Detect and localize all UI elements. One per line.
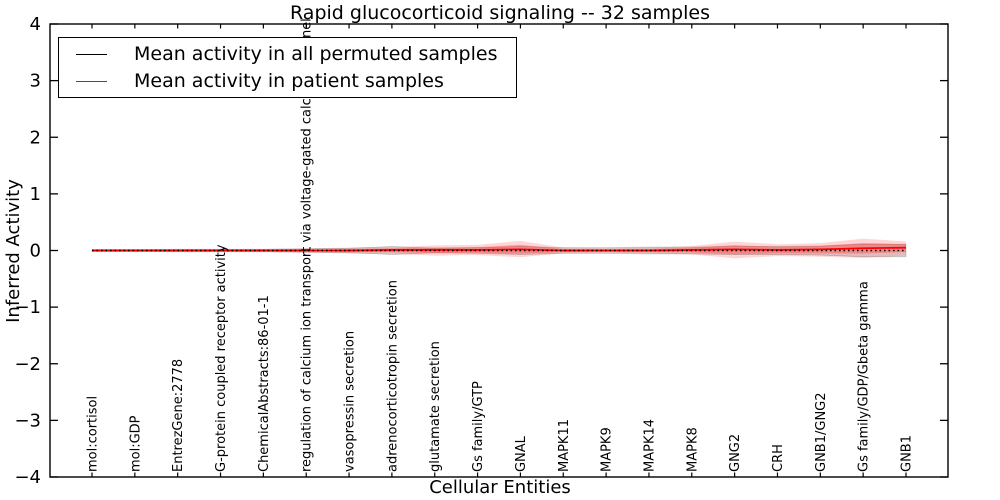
x-tick-label: G-protein coupled receptor activity	[214, 244, 229, 472]
x-tick-label: GNB1	[900, 435, 915, 472]
x-tick-label: regulation of calcium ion transport via …	[300, 18, 315, 472]
y-tick-label: −4	[14, 467, 41, 488]
x-tick-label: MAPK9	[600, 427, 615, 472]
y-tick-label: 3	[30, 71, 41, 92]
x-tick-label: GNAL	[514, 435, 529, 472]
legend-item-permuted: Mean activity in all permuted samples	[76, 43, 516, 65]
x-tick-label: MAPK14	[642, 419, 657, 472]
x-tick-label: vasopressin secretion	[343, 331, 358, 472]
y-tick-label: 4	[30, 14, 41, 35]
y-tick-label: 0	[30, 241, 41, 262]
y-axis-label: Inferred Activity	[3, 179, 24, 323]
y-tick-label: −1	[14, 297, 41, 318]
x-tick-label: Gs family/GDP/Gbeta gamma	[857, 281, 872, 472]
legend-label-patient: Mean activity in patient samples	[134, 70, 444, 92]
x-tick-label: mol:GDP	[128, 415, 143, 472]
chart-title: Rapid glucocorticoid signaling -- 32 sam…	[290, 2, 710, 24]
y-tick-label: −3	[14, 410, 41, 431]
y-tick-label: 2	[30, 127, 41, 148]
legend-item-patient: Mean activity in patient samples	[76, 70, 516, 92]
x-tick-label: Gs family/GTP	[471, 381, 486, 472]
x-tick-label: MAPK8	[685, 427, 700, 472]
legend-line-permuted-icon	[76, 53, 107, 55]
band-patient-std-outer	[92, 238, 906, 259]
legend-line-patient-icon	[76, 80, 107, 82]
band-patient-std-inner	[92, 242, 906, 255]
x-axis-label: Cellular Entities	[429, 477, 571, 498]
x-tick-label: adrenocorticotropin secretion	[385, 280, 400, 472]
x-tick-label: GNG2	[728, 434, 743, 472]
x-tick-label: CRH	[771, 444, 786, 472]
x-tick-label: glutamate secretion	[428, 341, 443, 472]
x-tick-label: mol:cortisol	[86, 396, 101, 472]
legend-label-permuted: Mean activity in all permuted samples	[134, 43, 498, 65]
x-tick-label: MAPK11	[557, 419, 572, 472]
y-tick-label: 1	[30, 184, 41, 205]
y-tick-label: −2	[14, 354, 41, 375]
x-tick-label: ChemicalAbstracts:86-01-1	[257, 295, 272, 472]
x-tick-label: EntrezGene:2778	[171, 359, 186, 472]
legend: Mean activity in all permuted samples Me…	[58, 37, 517, 98]
x-tick-label: GNB1/GNG2	[814, 392, 829, 472]
